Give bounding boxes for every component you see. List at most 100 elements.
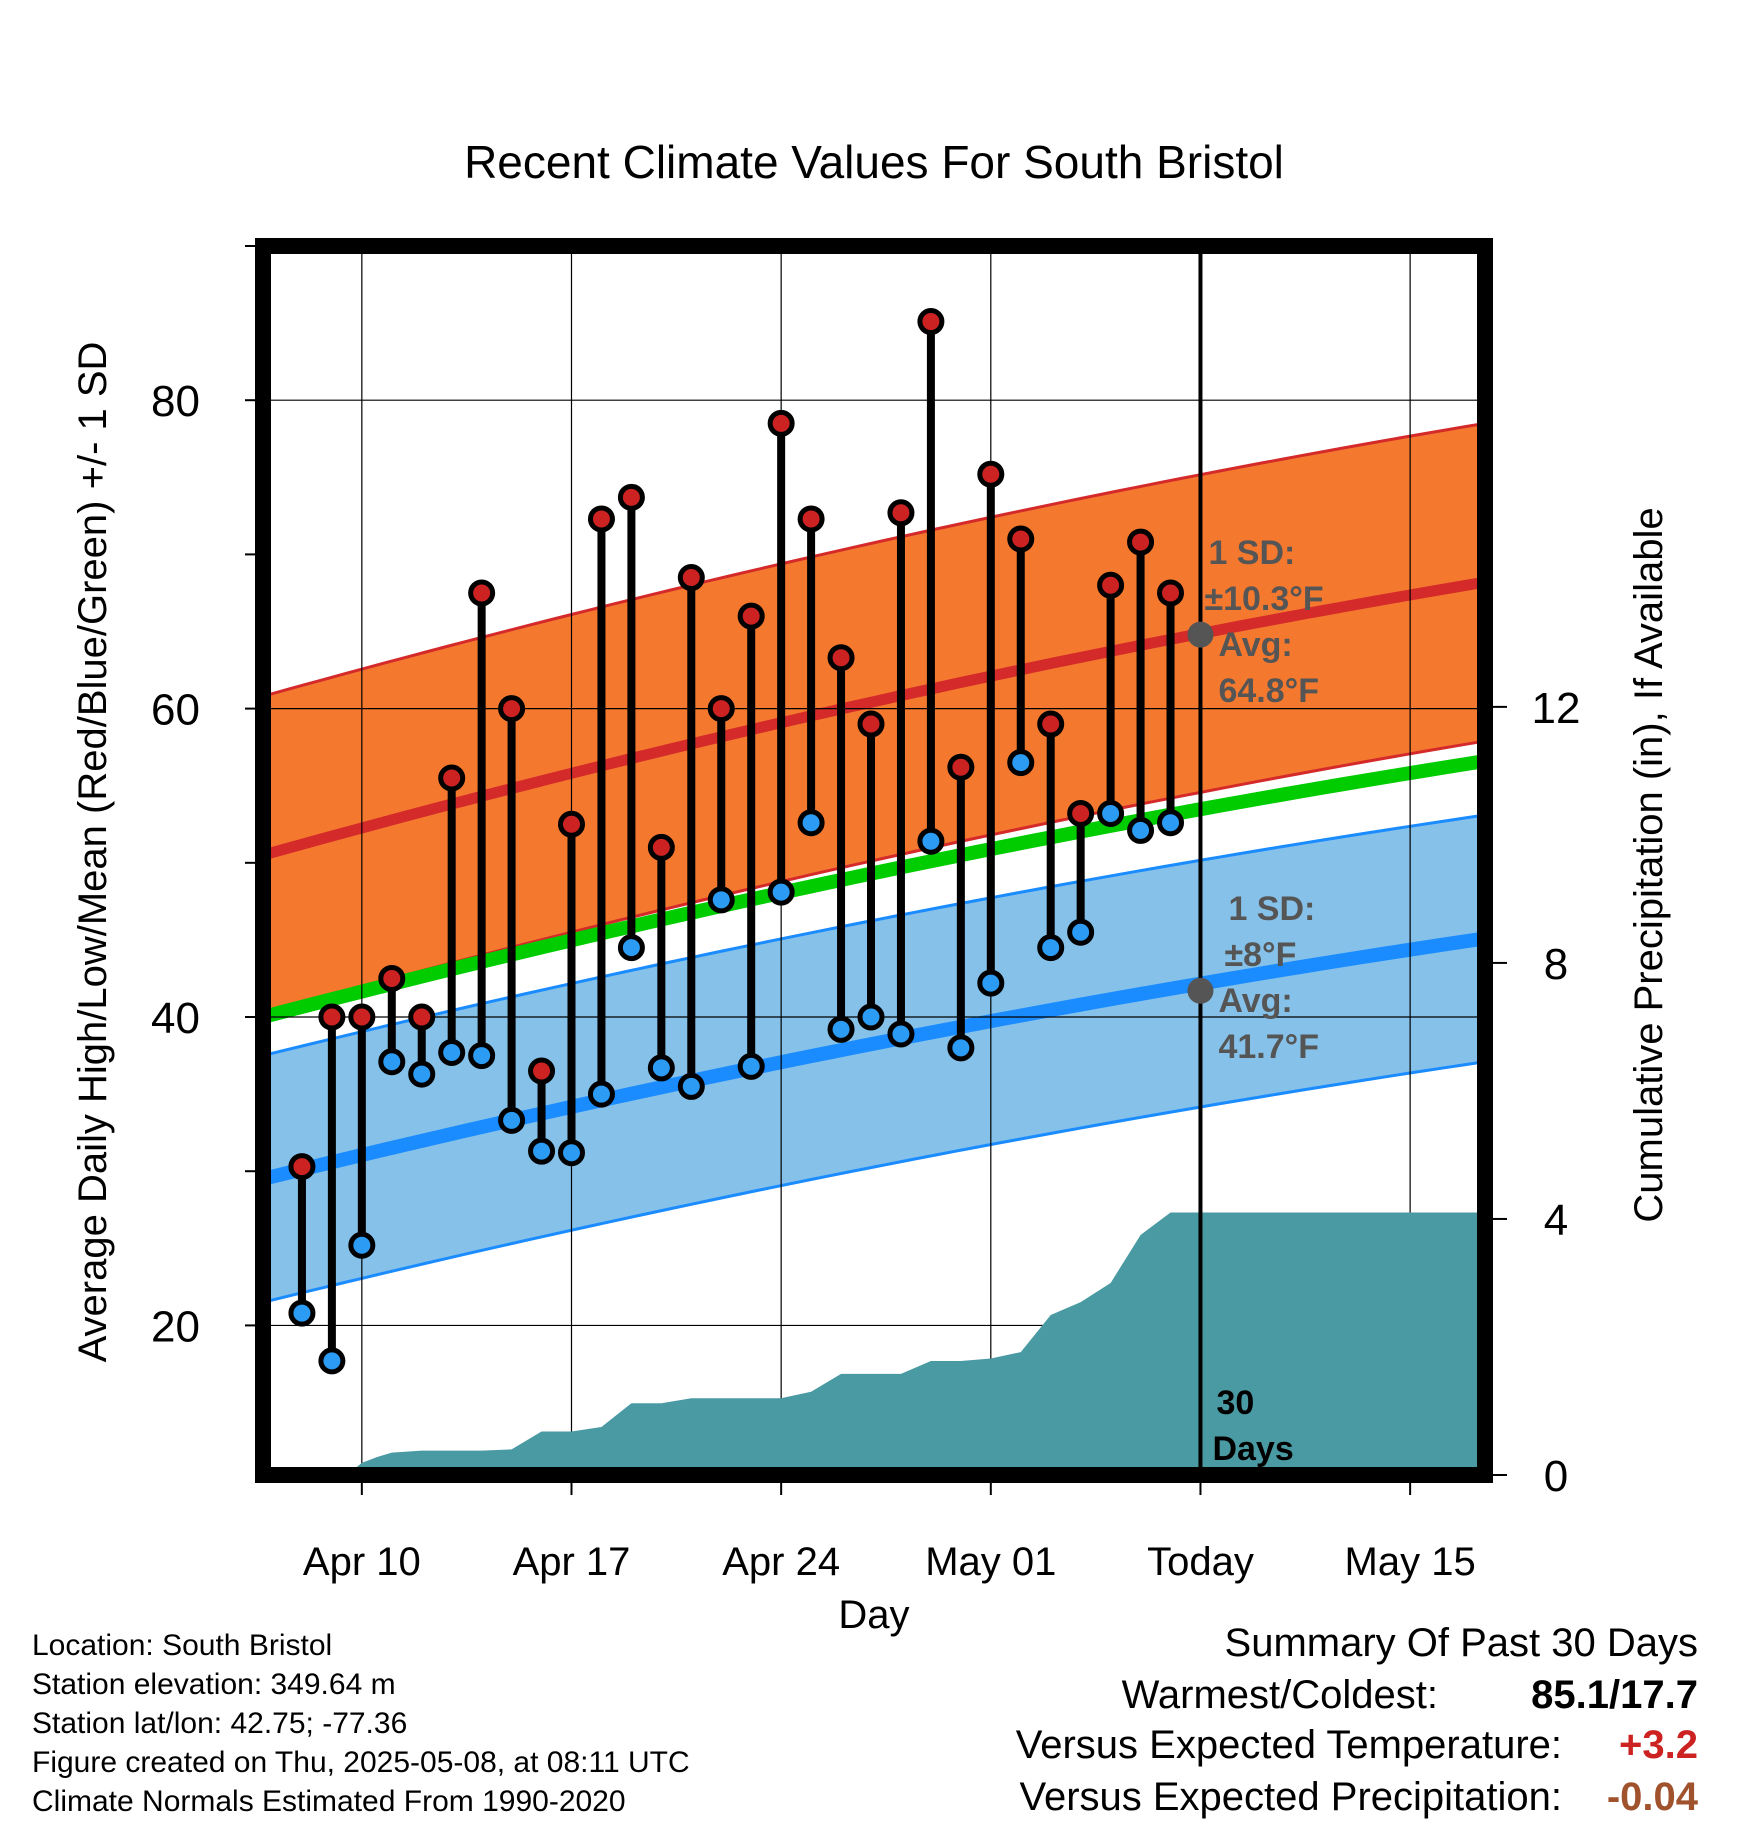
high-point <box>587 505 615 533</box>
period-days-number: 30 <box>1216 1384 1254 1422</box>
low-point <box>528 1137 556 1165</box>
low-point <box>587 1080 615 1108</box>
y-tick-label: 20 <box>151 1302 200 1351</box>
avg-low-marker <box>1187 977 1214 1004</box>
high-point <box>617 483 645 511</box>
low-point <box>288 1299 316 1327</box>
high-sd-value: ±10.3°F <box>1204 580 1323 618</box>
high-point <box>528 1057 556 1085</box>
y-tick-label: 60 <box>151 686 200 735</box>
low-point <box>498 1106 526 1134</box>
summary-precip-value: -0.04 <box>1606 1775 1698 1819</box>
high-point <box>378 964 406 992</box>
annotations: 1 SD: ±10.3°F Avg: 64.8°F 1 SD: ±8°F Avg: 41.7°… <box>1187 534 1324 1468</box>
low-point <box>318 1347 346 1375</box>
low-point <box>408 1060 436 1088</box>
y-axis-label: Average Daily High/Low/Mean (Red/Blue/Gr… <box>71 342 115 1363</box>
high-point <box>318 1003 346 1031</box>
high-point <box>498 695 526 723</box>
y2-tick-label: 8 <box>1544 940 1568 989</box>
x-axis-label: Day <box>838 1593 909 1637</box>
high-point <box>977 460 1005 488</box>
low-point <box>1097 799 1125 827</box>
low-point <box>677 1072 705 1100</box>
low-avg-value: 41.7°F <box>1218 1028 1319 1066</box>
summary-temp-label: Versus Expected Temperature: <box>1015 1723 1562 1767</box>
high-point <box>797 505 825 533</box>
high-point <box>1157 579 1185 607</box>
low-point <box>1007 749 1035 777</box>
x-tick-label: Apr 10 <box>303 1540 421 1584</box>
axis-labels: Recent Climate Values For South Bristol … <box>71 136 1671 1637</box>
y2-tick-label: 4 <box>1544 1196 1568 1245</box>
high-upper-sd-line <box>263 421 1485 698</box>
high-point <box>1037 710 1065 738</box>
high-mean-line <box>263 576 1485 861</box>
low-avg-label: Avg: <box>1218 982 1292 1020</box>
x-tick-label: Today <box>1147 1540 1254 1584</box>
low-point <box>1127 816 1155 844</box>
low-point <box>767 878 795 906</box>
high-point <box>468 579 496 607</box>
low-point <box>737 1052 765 1080</box>
x-tick-label: May 01 <box>925 1540 1056 1584</box>
y2-tick-label: 12 <box>1532 684 1581 733</box>
footer-latlon: Station lat/lon: 42.75; -77.36 <box>32 1707 408 1740</box>
low-point <box>947 1034 975 1062</box>
x-tick-label: Apr 24 <box>722 1540 840 1584</box>
high-point <box>1007 525 1035 553</box>
summary-temp-value: +3.2 <box>1619 1723 1698 1767</box>
low-point <box>348 1231 376 1259</box>
high-point <box>408 1003 436 1031</box>
low-point <box>378 1048 406 1076</box>
high-point <box>438 764 466 792</box>
low-point <box>1157 809 1185 837</box>
summary-precip-label: Versus Expected Precipitation: <box>1019 1775 1562 1819</box>
high-point <box>348 1003 376 1031</box>
summary-warmest-value: 85.1/17.7 <box>1531 1673 1698 1717</box>
low-lower-sd-line <box>263 1060 1485 1304</box>
low-sd-label: 1 SD: <box>1228 890 1315 928</box>
summary-title: Summary Of Past 30 Days <box>1224 1621 1698 1665</box>
high-point <box>1067 799 1095 827</box>
y-tick-label: 40 <box>151 994 200 1043</box>
low-point <box>707 886 735 914</box>
footer-created: Figure created on Thu, 2025-05-08, at 08… <box>32 1746 690 1779</box>
high-point <box>857 710 885 738</box>
low-point <box>887 1020 915 1048</box>
high-point <box>557 810 585 838</box>
low-point <box>647 1054 675 1082</box>
high-point <box>827 644 855 672</box>
high-point <box>707 695 735 723</box>
high-point <box>917 308 945 336</box>
low-point <box>438 1038 466 1066</box>
avg-high-marker <box>1187 621 1214 648</box>
high-sd-label: 1 SD: <box>1208 534 1295 572</box>
low-mean-line <box>263 931 1485 1186</box>
high-avg-value: 64.8°F <box>1218 672 1319 710</box>
low-point <box>1037 934 1065 962</box>
period-days-unit: Days <box>1212 1430 1293 1468</box>
summary-warmest-label: Warmest/Coldest: <box>1121 1673 1438 1717</box>
low-point <box>557 1139 585 1167</box>
low-point <box>468 1042 496 1070</box>
footer-elevation: Station elevation: 349.64 m <box>32 1668 396 1701</box>
low-point <box>797 809 825 837</box>
y-tick-label: 80 <box>151 377 200 426</box>
low-sd-band <box>263 815 1485 1303</box>
x-tick-label: Apr 17 <box>513 1540 631 1584</box>
low-point <box>1067 918 1095 946</box>
low-point <box>977 969 1005 997</box>
footer-location: Location: South Bristol <box>32 1629 333 1662</box>
low-point <box>827 1015 855 1043</box>
high-point <box>288 1153 316 1181</box>
low-point <box>857 1003 885 1031</box>
low-point <box>617 934 645 962</box>
high-point <box>1097 571 1125 599</box>
observations <box>288 308 1185 1375</box>
chart-title: Recent Climate Values For South Bristol <box>464 136 1284 188</box>
plot-border <box>255 238 1493 1483</box>
y2-axis-label: Cumulative Precipitation (in), If Availa… <box>1627 507 1671 1222</box>
